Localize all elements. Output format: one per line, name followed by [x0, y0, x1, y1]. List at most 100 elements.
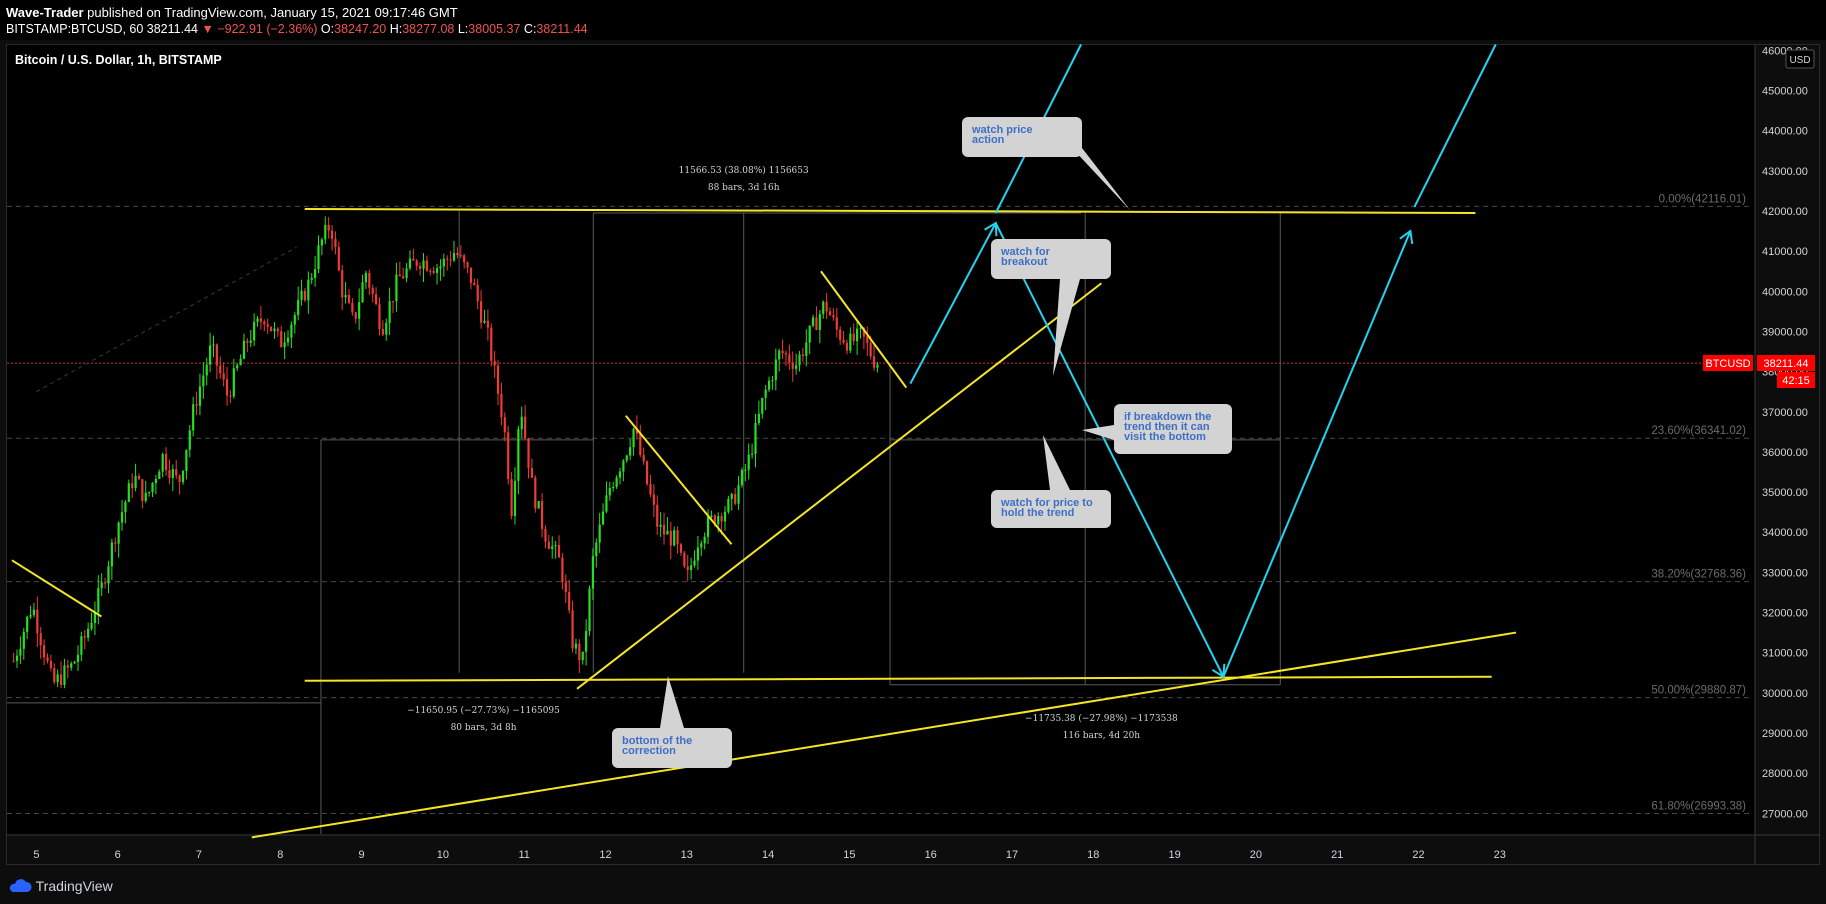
candle-body — [612, 486, 615, 489]
author-name[interactable]: Wave-Trader — [6, 5, 84, 20]
symbol-interval: BITSTAMP:BTCUSD, 60 — [6, 22, 144, 36]
candle-body — [710, 515, 713, 517]
candle-body — [107, 566, 110, 584]
candle-body — [63, 665, 66, 685]
callout-text: watch for — [1000, 246, 1051, 258]
candle-body — [459, 255, 462, 257]
candle-body — [388, 301, 391, 323]
currency-badge[interactable] — [1785, 49, 1815, 69]
candle-body — [303, 290, 307, 301]
dashed-projection — [36, 246, 297, 393]
candle-body — [527, 438, 530, 468]
downtrend-line[interactable] — [625, 415, 733, 545]
rebound-projection[interactable] — [1222, 230, 1412, 678]
candle-body — [622, 460, 625, 472]
candle-body — [625, 455, 628, 461]
candle-body — [551, 546, 554, 549]
candle-body — [236, 365, 239, 369]
candle-body — [124, 501, 127, 513]
early-downtrend-line[interactable] — [11, 559, 102, 618]
candle-body — [412, 258, 415, 261]
time-axis[interactable]: 5 6 7 8 9 10 11 12 13 14 15 16 17 18 19 20 21 22 23 — [33, 849, 1506, 861]
price-change: −922.91 (−2.36%) — [217, 22, 318, 36]
candle-body — [530, 467, 534, 478]
breakdown-projection[interactable] — [994, 222, 1225, 678]
candle-body — [175, 469, 178, 476]
price-tick-label: 33000.00 — [1762, 567, 1808, 579]
candle-body — [378, 304, 381, 330]
drawings[interactable] — [11, 43, 1517, 839]
callout-box[interactable] — [1114, 404, 1232, 454]
candle-body — [856, 328, 859, 342]
breakout-projection[interactable] — [909, 222, 997, 385]
callout-text: hold the trend — [1001, 507, 1074, 519]
candle-body — [652, 494, 655, 505]
candle-body — [209, 345, 212, 365]
callout-text: visit the bottom — [1124, 431, 1206, 443]
candle-body — [229, 395, 232, 397]
candle-body — [432, 270, 435, 273]
callout-box[interactable] — [962, 117, 1082, 157]
candle-body — [469, 267, 473, 283]
price-tick-label: 34000.00 — [1762, 527, 1808, 539]
candle-body — [662, 524, 666, 535]
tradingview-logo[interactable]: TradingView — [8, 878, 113, 894]
time-tick-label: 9 — [359, 849, 365, 861]
callout-box[interactable] — [991, 490, 1111, 528]
candle-body — [507, 432, 510, 480]
candle-body — [493, 360, 496, 366]
candle-body — [381, 329, 384, 335]
price-axis[interactable]: 27000.00 28000.00 29000.00 30000.00 31000.00… — [1762, 45, 1808, 820]
price-chart[interactable]: 0.00%(42116.01) 23.60%(36341.02) 38.20%(32… — [0, 0, 1826, 868]
long-term-trendline[interactable] — [251, 631, 1517, 839]
candle-body — [83, 636, 86, 638]
candle-body — [253, 321, 256, 341]
last-price: 38211.44 — [146, 22, 198, 36]
candle-body — [683, 552, 686, 567]
callout-box[interactable] — [612, 728, 732, 768]
candle-body — [239, 358, 242, 366]
candle-body — [117, 522, 120, 544]
candle-body — [178, 475, 181, 483]
time-tick-label: 16 — [925, 849, 937, 861]
candle-body — [158, 471, 161, 479]
candle-body — [872, 356, 876, 368]
support-line[interactable] — [304, 675, 1492, 682]
candle-body — [131, 483, 134, 489]
callout-text: trend then it can — [1124, 421, 1210, 433]
candle-body — [818, 314, 821, 330]
resistance-line[interactable] — [304, 207, 1476, 215]
candle-body — [784, 353, 788, 355]
candle-body — [344, 295, 347, 298]
plot-area[interactable] — [7, 45, 1755, 835]
candle-body — [110, 542, 113, 567]
candle-body — [618, 471, 622, 478]
candle-body — [161, 453, 164, 472]
candle-body — [385, 322, 388, 335]
callout-pointer — [1072, 148, 1130, 210]
close-label: C: — [523, 22, 537, 36]
candle-body — [866, 336, 869, 344]
candle-body — [97, 588, 100, 613]
candle-body — [483, 320, 486, 323]
candle-body — [337, 246, 340, 271]
candle-body — [273, 328, 276, 331]
measure-label: −11650.95 (−27.73%) −1165095 — [407, 705, 560, 716]
rising-trendline[interactable] — [576, 282, 1103, 690]
callout-box[interactable] — [991, 239, 1111, 279]
candle-body — [53, 668, 56, 683]
candle-body — [673, 530, 676, 546]
candle-body — [757, 413, 760, 423]
publisher-line: Wave-Trader published on TradingView.com… — [6, 5, 458, 20]
candle-body — [368, 272, 371, 288]
chart-frame[interactable] — [6, 44, 1820, 865]
candle-body — [679, 544, 683, 553]
descending-resistance-line[interactable] — [820, 270, 908, 389]
candle-body — [222, 373, 225, 380]
rebound-projection[interactable] — [1413, 43, 1497, 208]
candle-body — [598, 524, 601, 543]
candle-body — [49, 660, 52, 669]
candle-body — [361, 282, 364, 303]
price-tag-text: 38211.44 — [1763, 358, 1808, 370]
